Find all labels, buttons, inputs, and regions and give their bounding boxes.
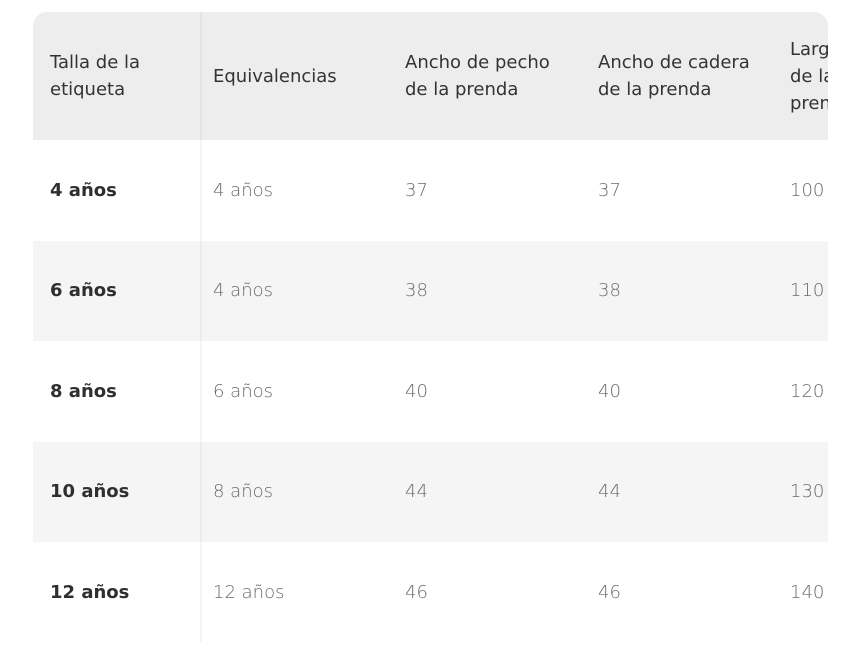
table-cell: 120 <box>790 380 825 402</box>
table-row: 12 años 12 años 46 46 140 <box>33 542 828 642</box>
table-cell: 4 años <box>50 179 117 201</box>
table-cell: 38 <box>598 280 621 302</box>
table-cell: 12 años <box>50 581 130 603</box>
header-cell: Largo de la prenda <box>790 38 828 114</box>
table-cell: 130 <box>790 481 825 503</box>
table-cell: 40 <box>598 380 621 402</box>
header-cell: Ancho de cadera de la prenda <box>598 52 750 100</box>
table-cell: 44 <box>598 481 621 503</box>
table-cell: 110 <box>790 280 825 302</box>
table-cell: 6 años <box>213 380 274 402</box>
table-cell: 6 años <box>50 280 117 302</box>
table-cell: 38 <box>405 280 428 302</box>
table-cell: 10 años <box>50 481 130 503</box>
table-cell: 100 <box>790 179 825 201</box>
table-cell: 37 <box>598 179 621 201</box>
table-row: 4 años 4 años 37 37 100 <box>33 140 828 241</box>
header-row: Talla de la etiqueta Equivalencias Ancho d… <box>33 12 828 140</box>
table-cell: 140 <box>790 581 825 603</box>
table-row: 8 años 6 años 40 40 120 <box>33 341 828 442</box>
table-cell: 4 años <box>213 280 274 302</box>
table-cell: 40 <box>405 380 428 402</box>
table-row: 6 años 4 años 38 38 110 <box>33 240 828 341</box>
table-cell: 8 años <box>50 380 117 402</box>
size-table: Talla de la etiqueta Equivalencias Ancho d… <box>33 12 828 642</box>
table-cell: 8 años <box>213 481 274 503</box>
header-cell: Equivalencias <box>213 65 337 87</box>
table-cell: 4 años <box>213 179 274 201</box>
header-cell: Ancho de pecho de la prenda <box>405 52 550 100</box>
table-cell: 12 años <box>213 581 285 603</box>
sticky-column-shadow <box>200 12 203 642</box>
table-cell: 46 <box>405 581 428 603</box>
table-cell: 37 <box>405 179 428 201</box>
table-row: 10 años 8 años 44 44 130 <box>33 441 828 542</box>
table-cell: 46 <box>598 581 621 603</box>
table-cell: 44 <box>405 481 428 503</box>
header-cell: Talla de la etiqueta <box>50 52 141 100</box>
